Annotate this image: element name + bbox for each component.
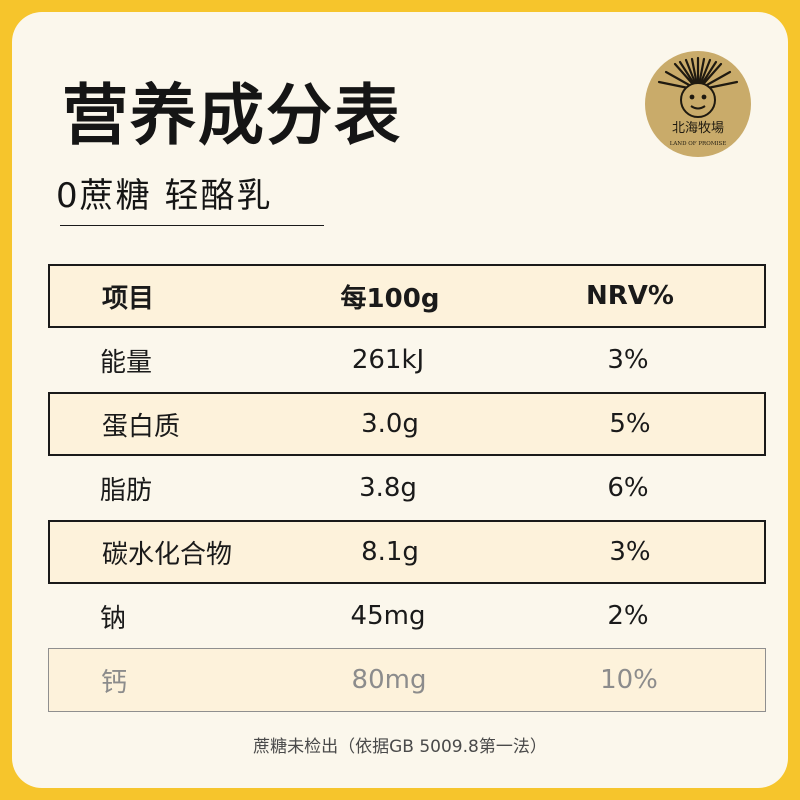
table-row-fat: 脂肪 3.8g 6% [48,456,766,520]
product-subtitle: 0蔗糖 轻酪乳 [56,176,273,216]
nutrition-card: 营养成分表 0蔗糖 轻酪乳 [12,12,788,788]
nutrient-name: 碳水化合物 [102,539,233,570]
nutrient-amount: 8.1g [361,537,419,567]
nutrient-name: 能量 [100,347,153,378]
logo-tagline-text: LAND OF PROMISE [670,141,727,147]
nutrient-amount: 80mg [351,665,427,695]
page-title: 营养成分表 [62,77,402,154]
nutrient-amount: 45mg [350,601,426,631]
nutrient-amount: 261kJ [351,345,425,375]
logo-brand-text: 北海牧場 [672,121,724,136]
nutrient-name: 钠 [100,603,127,634]
nutrient-nrv: 10% [600,665,658,695]
table-header-row: 项目 每100g NRV% [48,264,766,328]
table-row-protein: 蛋白质 3.0g 5% [48,392,766,456]
table-row-sodium: 钠 45mg 2% [48,584,766,648]
nutrient-name: 脂肪 [100,475,153,506]
column-header-item: 项目 [102,283,155,314]
table-row-calcium: 钙 80mg 10% [48,648,766,712]
nutrient-name: 钙 [101,667,128,698]
nutrition-table: 项目 每100g NRV% 能量 261kJ 3% 蛋白质 3.0g 5% 脂肪… [48,264,766,712]
nutrient-amount: 3.8g [359,473,417,503]
table-row-carbohydrate: 碳水化合物 8.1g 3% [48,520,766,584]
footnote: 蔗糖未检出（依据GB 5009.8第一法） [253,737,547,757]
nutrient-nrv: 2% [607,601,649,631]
column-header-nrv: NRV% [586,281,674,311]
nutrient-nrv: 3% [607,345,649,375]
nutrient-nrv: 6% [607,473,649,503]
title-divider [60,225,324,226]
nutrient-nrv: 3% [609,537,651,567]
nutrient-amount: 3.0g [361,409,419,439]
nutrient-nrv: 5% [609,409,651,439]
table-row-energy: 能量 261kJ 3% [48,328,766,392]
brand-logo: 北海牧場 LAND OF PROMISE [644,50,752,158]
nutrient-name: 蛋白质 [102,411,181,442]
column-header-per-100g: 每100g [340,283,440,314]
sun-face-seal-icon: 北海牧場 LAND OF PROMISE [645,51,751,157]
